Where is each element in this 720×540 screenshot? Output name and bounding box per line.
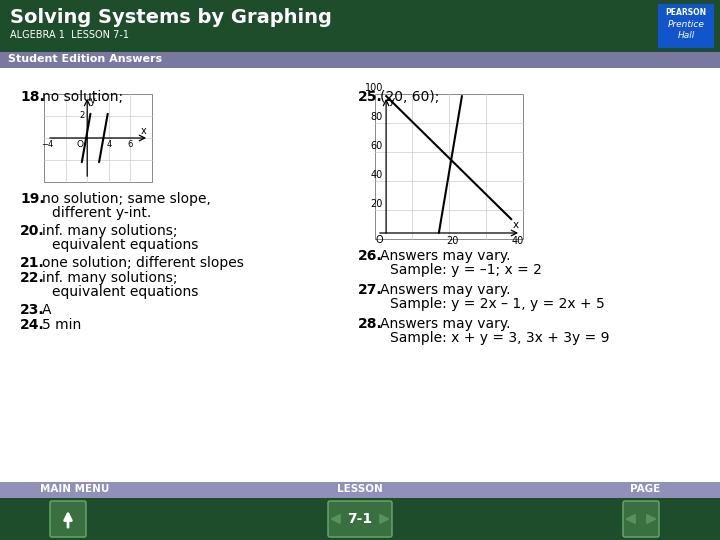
Text: 20: 20 [446,236,458,246]
Text: x: x [140,126,146,136]
FancyBboxPatch shape [623,501,659,537]
Text: O: O [76,140,84,149]
Text: equivalent equations: equivalent equations [52,285,199,299]
Text: 60: 60 [371,141,383,151]
Text: Prentice: Prentice [667,20,704,29]
Text: O: O [375,235,383,245]
Text: 7-1: 7-1 [348,512,372,526]
Text: Answers may vary.: Answers may vary. [380,249,510,263]
Text: 24.: 24. [20,318,45,332]
Text: Answers may vary.: Answers may vary. [380,283,510,297]
Text: 19.: 19. [20,192,45,206]
Text: 6: 6 [127,140,133,149]
Text: 80: 80 [371,112,383,122]
Text: x: x [513,220,519,230]
Text: no solution; same slope,: no solution; same slope, [42,192,211,206]
Text: −4: −4 [41,140,53,149]
Text: Sample: x + y = 3, 3x + 3y = 9: Sample: x + y = 3, 3x + 3y = 9 [390,331,610,345]
Text: 100: 100 [365,83,383,93]
Bar [658,4,714,48]
Text: Sample: y = 2x – 1, y = 2x + 5: Sample: y = 2x – 1, y = 2x + 5 [390,297,605,311]
Text: 40: 40 [512,236,524,246]
Text: Sample: y = –1; x = 2: Sample: y = –1; x = 2 [390,263,542,277]
Text: A: A [42,303,52,317]
Bar [0,0,720,52]
Text: PAGE: PAGE [630,484,660,494]
Text: Student Edition Answers: Student Edition Answers [8,54,162,64]
Text: inf. many solutions;: inf. many solutions; [42,271,178,285]
Text: different ​y-int.: different ​y-int. [52,206,151,220]
Text: Answers may vary.: Answers may vary. [380,317,510,331]
Text: 28.: 28. [358,317,383,331]
Text: inf. many solutions;: inf. many solutions; [42,224,178,238]
Bar [375,94,523,239]
Text: 2: 2 [79,111,84,120]
Bar [0,482,720,498]
Text: Hall: Hall [678,31,695,40]
Text: 18.: 18. [20,90,45,104]
Text: 20: 20 [371,199,383,209]
Text: 27.: 27. [358,283,382,297]
Text: 25.: 25. [358,90,383,104]
Text: y: y [389,96,395,106]
FancyBboxPatch shape [50,501,86,537]
FancyBboxPatch shape [328,501,392,537]
Text: no solution;: no solution; [42,90,123,104]
Text: equivalent equations: equivalent equations [52,238,199,252]
Text: one solution; different slopes: one solution; different slopes [42,256,244,270]
Text: LESSON: LESSON [337,484,383,494]
Text: 22.: 22. [20,271,45,285]
Text: 21.: 21. [20,256,45,270]
Text: 26.: 26. [358,249,382,263]
Text: 20.: 20. [20,224,45,238]
Text: y: y [90,96,96,106]
Text: MAIN MENU: MAIN MENU [40,484,109,494]
Text: PEARSON: PEARSON [665,8,706,17]
Bar [0,498,720,540]
Text: (20, 60);: (20, 60); [380,90,439,104]
Bar [44,94,152,182]
Bar [0,52,720,68]
Text: 5 min: 5 min [42,318,81,332]
Text: Solving Systems by Graphing: Solving Systems by Graphing [10,8,332,27]
Text: ALGEBRA 1  LESSON 7-1: ALGEBRA 1 LESSON 7-1 [10,30,129,40]
Text: 40: 40 [371,170,383,180]
Text: 4: 4 [106,140,112,149]
Text: 23.: 23. [20,303,45,317]
